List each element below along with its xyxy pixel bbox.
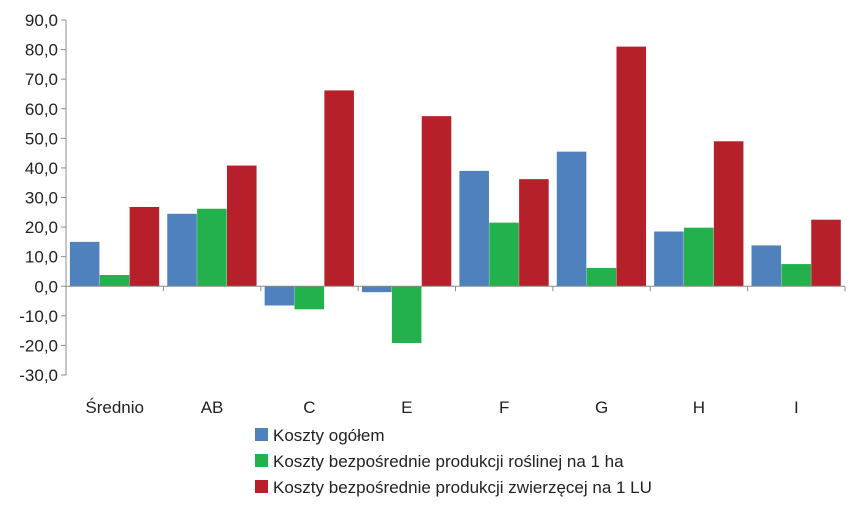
y-tick-label: 40,0 [25, 159, 58, 178]
bar [167, 213, 197, 287]
bar [362, 286, 392, 293]
y-tick-label: 30,0 [25, 189, 58, 208]
legend-label: Koszty bezpośrednie produkcji roślinej n… [273, 452, 624, 471]
bar [751, 245, 782, 287]
bar [197, 208, 227, 287]
bar [556, 151, 587, 287]
bar [489, 222, 519, 287]
y-tick-label: 0,0 [34, 277, 58, 296]
bar [684, 227, 714, 287]
y-tick-label: -20,0 [19, 336, 58, 355]
bar [264, 286, 295, 306]
legend-swatch [255, 428, 268, 441]
bar [713, 141, 744, 287]
legend-swatch [255, 454, 268, 467]
legend-label: Koszty bezpośrednie produkcji zwierzęcej… [273, 478, 652, 497]
legend: Koszty ogółem Koszty bezpośrednie produkc… [255, 426, 652, 497]
bar [586, 267, 617, 287]
x-tick-label: F [499, 398, 509, 417]
y-tick-label: -30,0 [19, 366, 58, 385]
bar [69, 241, 100, 287]
bar [616, 46, 647, 287]
x-tick-label: I [794, 398, 799, 417]
x-tick-label: G [595, 398, 608, 417]
bar [654, 231, 684, 287]
y-axis: 90,0 80,0 70,0 60,0 50,0 40,0 30,0 20,0 10,0 0,0 -… [19, 11, 67, 385]
x-tick-label: C [303, 398, 315, 417]
bar [99, 275, 130, 287]
bar [226, 165, 257, 287]
x-tick-label: Średnio [85, 398, 144, 417]
y-tick-label: 10,0 [25, 248, 58, 267]
legend-swatch [255, 480, 268, 493]
bar [324, 90, 354, 287]
y-tick-label: 80,0 [25, 41, 58, 60]
bars [69, 46, 841, 344]
y-tick-label: 90,0 [25, 11, 58, 30]
bar [421, 116, 452, 287]
bar [811, 219, 841, 287]
bar [781, 264, 811, 287]
y-tick-label: -10,0 [19, 307, 58, 326]
bar [391, 286, 422, 344]
bar [294, 286, 325, 310]
x-tick-label: E [401, 398, 412, 417]
y-tick-label: 20,0 [25, 218, 58, 237]
x-axis: Średnio AB C E F G H I [65, 285, 846, 417]
x-tick-label: AB [201, 398, 224, 417]
bar [459, 170, 489, 287]
y-tick-label: 70,0 [25, 70, 58, 89]
bar [519, 179, 549, 287]
x-tick-label: H [693, 398, 705, 417]
y-tick-label: 60,0 [25, 100, 58, 119]
legend-label: Koszty ogółem [273, 426, 385, 445]
bar [129, 206, 160, 287]
y-tick-label: 50,0 [25, 129, 58, 148]
